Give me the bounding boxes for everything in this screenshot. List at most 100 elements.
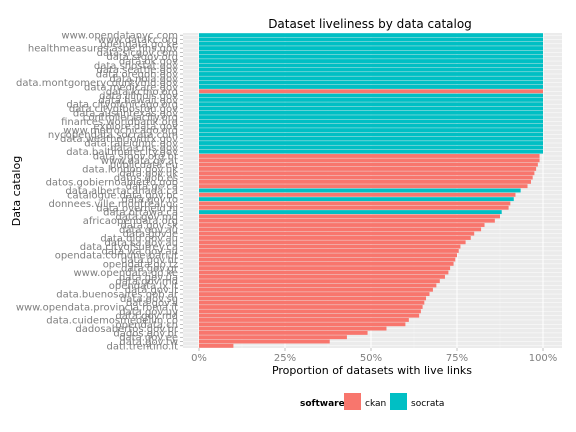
y-tick-label: dados.gov.br <box>113 328 178 339</box>
y-tick-label: nycopendata.socrata.com <box>48 130 178 141</box>
y-tick-label: data.seattle.gov <box>96 65 178 76</box>
y-tick-label: finances.worldbank.org <box>61 117 178 128</box>
y-tick-label: data.qld.gov.au <box>100 233 178 244</box>
legend-key-socrata <box>390 393 407 410</box>
x-tick-label: 25% <box>274 353 296 364</box>
y-tick-labels: www.opendatanyc.comwww.datakc.orgopendat… <box>16 31 183 352</box>
bar <box>199 76 543 81</box>
bar <box>199 283 437 288</box>
bar <box>199 97 543 102</box>
bar <box>199 119 543 124</box>
y-tick-label: data.gov.gr <box>121 264 179 275</box>
bar <box>199 166 537 171</box>
bar <box>199 227 482 232</box>
bar <box>199 197 514 202</box>
bars <box>199 33 543 348</box>
y-tick-label: data.overheid.nl <box>96 203 178 214</box>
bar <box>199 248 459 253</box>
bar <box>199 175 533 180</box>
bar <box>199 184 528 189</box>
y-tick-label: data.gov.sg <box>120 294 178 305</box>
bar <box>199 335 347 340</box>
y-tick-label: data.nola.gov <box>109 74 178 85</box>
bar <box>199 322 406 327</box>
x-tick-label: 75% <box>446 353 468 364</box>
y-tick-label: data.hawaii.gov <box>98 95 178 106</box>
y-tick-label: data.sa.gov.au <box>105 238 178 249</box>
bar <box>199 106 543 111</box>
y-tick-label: data.gov.au <box>119 225 178 236</box>
bar <box>199 309 421 314</box>
y-tick-label: data.sfgov.org <box>106 52 178 63</box>
bar <box>199 313 420 318</box>
y-tick-label: data.wa.gov.au <box>102 246 178 257</box>
y-tick-label: data.gov.md <box>115 277 178 288</box>
legend: software ckan socrata <box>300 393 444 410</box>
y-tick-label: data.gov.hr <box>121 255 179 266</box>
y-tick-label: data.gov.md <box>115 311 178 322</box>
x-tick-label: 50% <box>360 353 382 364</box>
bar <box>199 67 543 72</box>
y-tick-label: www.data.gv.at <box>101 156 178 167</box>
bar <box>199 154 540 158</box>
y-tick-label: data.ottawa.ca <box>103 208 178 219</box>
y-tick-label: catalogue.data.gov.bc <box>67 190 178 201</box>
bar <box>199 132 543 137</box>
y-tick-label: data.gov.it <box>125 285 178 296</box>
bar <box>199 171 535 176</box>
y-tick-label: data.gov.tw <box>119 337 178 348</box>
y-tick-label: data.gov.uy <box>119 307 178 318</box>
y-tick-label: data.gov.uk <box>119 169 178 180</box>
bar <box>199 236 471 240</box>
bar <box>199 261 454 266</box>
bar <box>199 46 543 51</box>
y-tick-label: data.gov.ua <box>119 272 178 283</box>
bar <box>199 318 409 322</box>
y-tick-label: www.opendata.provincia.roma.it <box>16 303 178 314</box>
y-tick-label: data.gov.ie <box>123 229 178 240</box>
x-tick-label: 100% <box>529 353 558 364</box>
bar <box>199 93 543 98</box>
bar <box>199 123 543 128</box>
bar <box>199 41 543 46</box>
bar <box>199 296 427 301</box>
bar <box>199 33 543 38</box>
y-tick-label: opendata.lx.it <box>109 281 178 292</box>
bar <box>199 102 543 107</box>
y-tick-label: data.gov.ro <box>122 195 179 206</box>
bar <box>199 110 543 115</box>
y-tick-label: publicdata.eu <box>110 160 178 171</box>
y-tick-label: explore.data.gov <box>94 121 179 132</box>
x-axis-title: Proportion of datasets with live links <box>272 364 472 377</box>
y-tick-label: www.opendata.go.ke <box>73 268 178 279</box>
y-tick-label: dati.trentino.it <box>106 341 178 352</box>
y-tick-label: data.medicare.gov <box>84 82 178 93</box>
y-tick-label: www.datakc.org <box>98 35 178 46</box>
y-tick-label: opendata.ch <box>116 320 179 331</box>
y-tick-label: data.cityofsurrey.ca <box>80 242 178 253</box>
bar <box>199 257 456 262</box>
y-tick-label: opendata.go.tz <box>103 259 178 270</box>
bar <box>199 158 540 163</box>
y-tick-label: www.metrochicago.org <box>63 126 178 137</box>
chart-title: Dataset liveliness by data catalog <box>268 17 472 31</box>
bar <box>199 218 495 223</box>
bar <box>199 89 543 94</box>
y-tick-label: data.sfgov.org.br <box>93 151 179 162</box>
y-tick-label: opendata.go.ke <box>100 39 178 50</box>
y-tick-label: data.gov.il <box>126 298 178 309</box>
bar <box>199 205 509 210</box>
bar <box>199 162 538 167</box>
legend-label-socrata: socrata <box>411 399 444 409</box>
y-tick-label: data.illinois.gov <box>99 91 178 102</box>
bar <box>199 50 543 55</box>
y-tick-label: data.gc.ca <box>126 182 178 193</box>
bar <box>199 72 543 76</box>
bar <box>199 231 475 236</box>
bar <box>199 188 521 193</box>
bar <box>199 305 423 309</box>
bar <box>199 330 368 335</box>
bar <box>199 201 511 206</box>
legend-title: software <box>300 399 345 409</box>
y-tick-label: data.slcgov.com <box>97 48 178 59</box>
